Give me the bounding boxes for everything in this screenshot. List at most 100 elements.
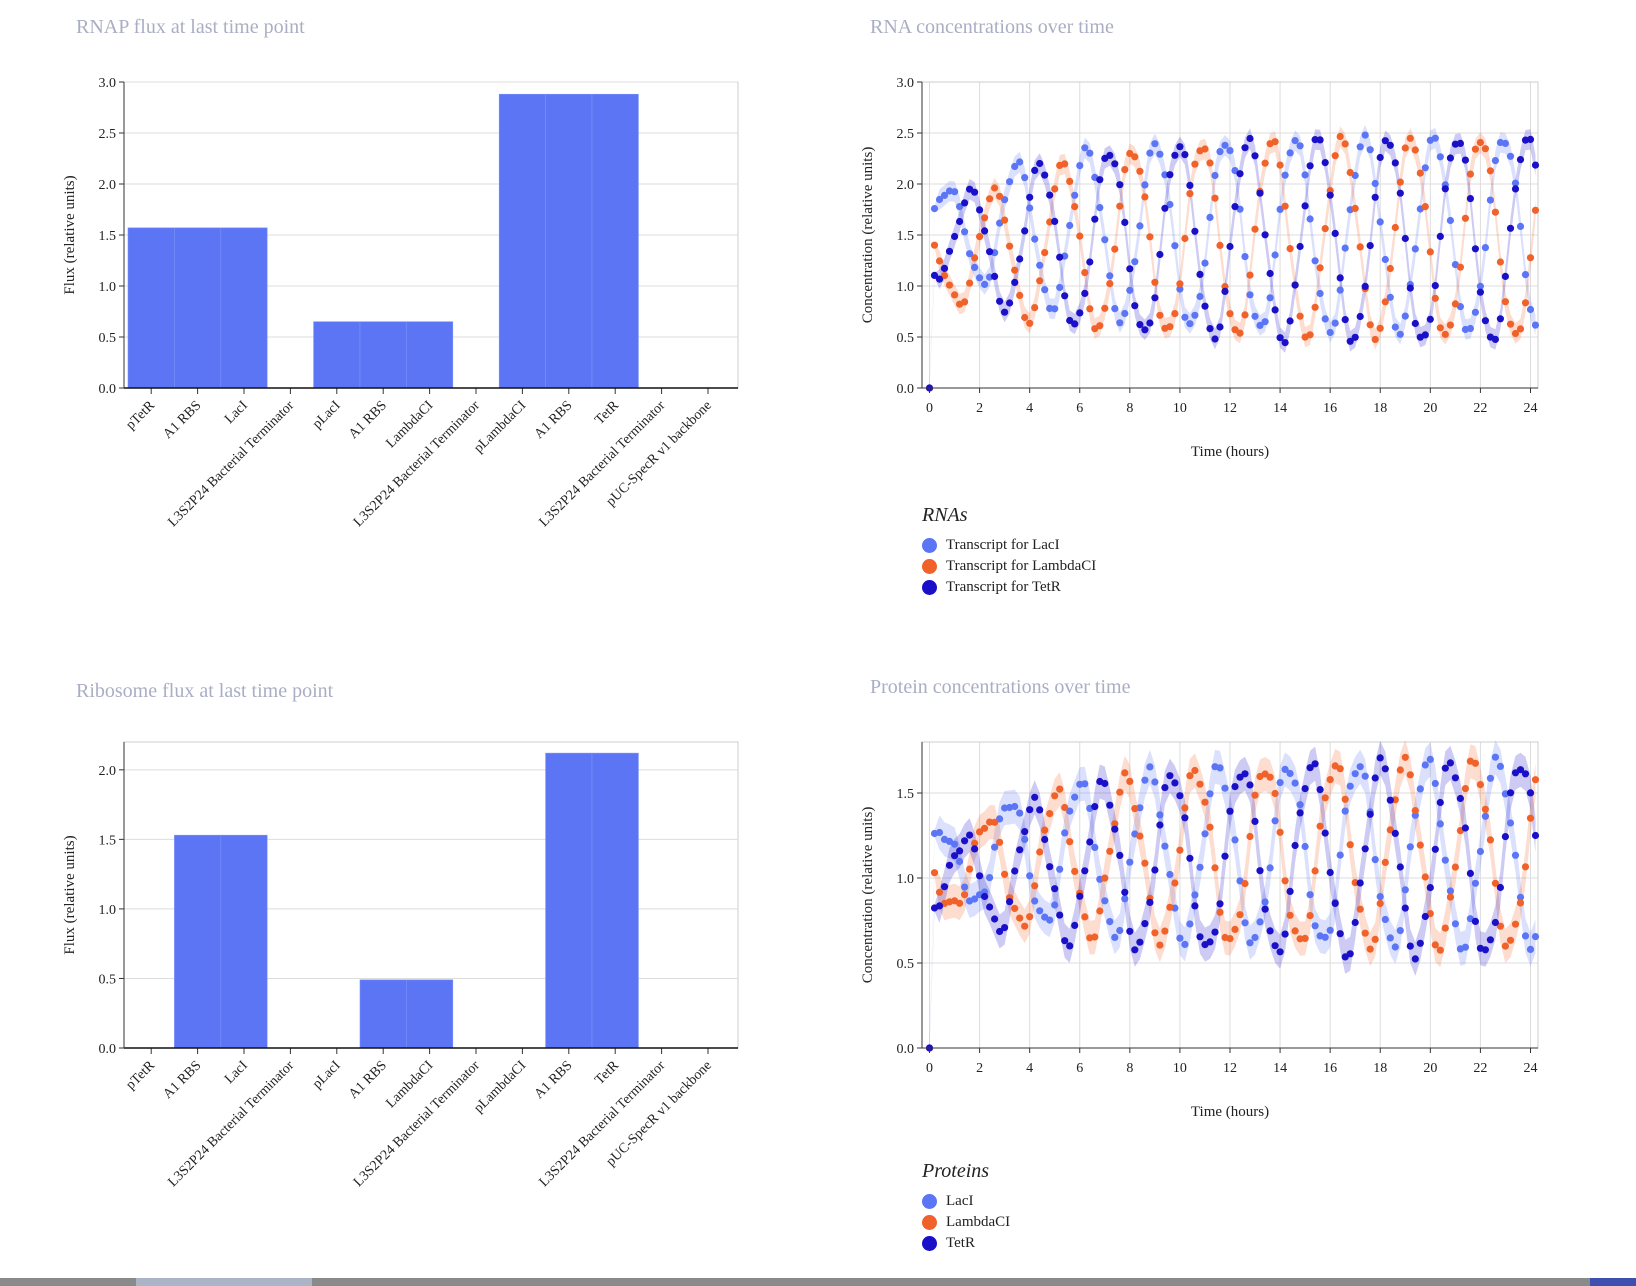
x-tick-label: A1 RBS [161, 1058, 205, 1102]
data-point [1306, 331, 1314, 339]
x-axis-title: Time (hours) [1191, 1104, 1269, 1120]
data-point [1071, 867, 1079, 875]
bar [359, 321, 407, 389]
data-point [1256, 189, 1264, 197]
data-point [1271, 306, 1279, 314]
legend-item-laci[interactable]: LacI [922, 1191, 1010, 1212]
data-point [1481, 946, 1489, 954]
legend-item-tetr-transcript[interactable]: Transcript for TetR [922, 577, 1096, 598]
legend-item-lambdaci[interactable]: LambdaCI [922, 1212, 1010, 1233]
data-point [1466, 324, 1474, 333]
data-point [1111, 933, 1119, 941]
data-point [1181, 940, 1189, 948]
data-point [1311, 922, 1319, 930]
data-point [1186, 854, 1194, 862]
data-point [1401, 886, 1409, 894]
data-point [1421, 761, 1429, 769]
data-point [1086, 838, 1094, 846]
data-point [1106, 847, 1114, 855]
data-point [1041, 249, 1049, 257]
data-point [1076, 162, 1084, 170]
data-point [1471, 879, 1479, 887]
data-point [1016, 291, 1024, 299]
data-point [1191, 160, 1199, 168]
data-point [961, 837, 969, 845]
legend-item-laci-transcript[interactable]: Transcript for LacI [922, 535, 1096, 556]
data-point [986, 195, 994, 203]
data-point [1456, 263, 1464, 271]
data-point [1261, 318, 1269, 326]
data-point [961, 883, 969, 891]
data-point [1311, 760, 1319, 768]
data-point [1486, 836, 1494, 844]
data-point [1161, 927, 1169, 935]
data-point [1496, 762, 1504, 770]
data-point [1376, 754, 1384, 762]
data-point [1021, 828, 1029, 836]
data-point [1286, 317, 1294, 325]
data-point [1361, 845, 1369, 853]
data-point [1021, 174, 1029, 182]
bar [545, 752, 593, 1049]
data-point [1061, 829, 1069, 837]
data-point [1311, 867, 1319, 875]
data-point [1366, 242, 1374, 250]
x-tick-label: 22 [1473, 401, 1487, 416]
data-point [1531, 206, 1540, 214]
data-point [1481, 317, 1489, 325]
data-point [1151, 140, 1159, 148]
data-point [1161, 171, 1169, 179]
data-point [1131, 153, 1139, 161]
data-point [1331, 152, 1339, 160]
data-point [1211, 864, 1219, 872]
x-tick-label: A1 RBS [532, 1058, 576, 1102]
data-point [1101, 236, 1109, 244]
data-point [1326, 776, 1334, 784]
data-point [1146, 319, 1154, 327]
legend-item-lambdaci-transcript[interactable]: Transcript for LambdaCI [922, 556, 1096, 577]
data-point [1106, 801, 1114, 809]
data-point [1046, 191, 1054, 199]
data-point [1496, 922, 1504, 930]
data-point [1351, 770, 1359, 778]
data-point [1486, 196, 1494, 204]
data-point [1371, 774, 1379, 782]
data-point [951, 232, 959, 241]
data-point [1431, 294, 1439, 302]
y-tick-label: 1.5 [99, 833, 117, 848]
data-point [1286, 769, 1294, 778]
data-point [1501, 833, 1509, 841]
data-point [1126, 265, 1134, 273]
data-point [1411, 955, 1419, 963]
data-point [1091, 215, 1099, 223]
data-point [1496, 315, 1504, 323]
data-point [1181, 804, 1189, 812]
legend-item-tetr[interactable]: TetR [922, 1233, 1010, 1254]
data-point [1521, 299, 1530, 307]
taskbar-active-tab[interactable] [136, 1278, 312, 1286]
data-point [1386, 934, 1394, 942]
data-point [1151, 278, 1159, 286]
data-point [996, 927, 1004, 936]
data-point [1406, 134, 1414, 142]
data-point [1396, 766, 1404, 774]
data-point [1216, 900, 1224, 908]
data-point [1226, 147, 1234, 155]
taskbar-corner-button[interactable] [1590, 1278, 1636, 1286]
data-point [1111, 820, 1119, 828]
data-point [1411, 245, 1419, 253]
data-point [1286, 887, 1294, 895]
data-point [1296, 242, 1304, 251]
data-point [1116, 202, 1124, 210]
data-point [1341, 807, 1349, 815]
data-point [1476, 282, 1484, 290]
data-point [1366, 810, 1374, 818]
data-point [981, 214, 989, 222]
x-tick-label: A1 RBS [161, 398, 205, 442]
data-point [1281, 339, 1289, 347]
data-point [1271, 789, 1279, 798]
x-tick-label: pTetR [123, 398, 158, 433]
data-point [1396, 863, 1404, 871]
data-point [1031, 304, 1039, 312]
y-axis-title: Concentration (relative units) [860, 807, 876, 984]
